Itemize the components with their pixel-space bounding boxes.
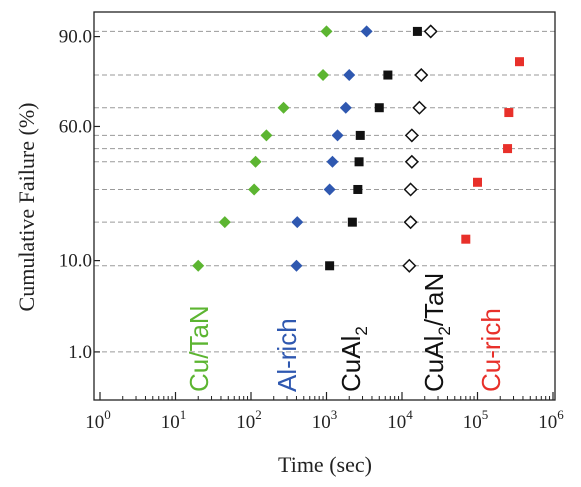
series-label: Cu-rich <box>476 308 506 392</box>
data-point-diamond <box>323 183 336 196</box>
data-point-diamond <box>192 259 205 272</box>
grid-lines <box>94 30 555 353</box>
data-point-square <box>515 57 525 67</box>
y-tick-label: 1.0 <box>68 342 92 363</box>
data-point-open-diamond <box>423 24 438 39</box>
data-points <box>192 24 525 273</box>
data-point-diamond <box>326 155 339 168</box>
data-point-diamond <box>249 155 262 168</box>
data-point-square <box>503 144 513 154</box>
data-point-diamond <box>360 25 373 38</box>
data-point-diamond <box>248 183 261 196</box>
data-point-diamond <box>320 25 333 38</box>
series-label: Al-rich <box>272 318 302 392</box>
x-tick-label: 100 <box>85 407 111 433</box>
x-tick-label: 104 <box>387 407 413 433</box>
data-point-square <box>353 184 363 194</box>
y-axis-title: Cumulative Failure (%) <box>14 103 39 312</box>
series-label: CuAl2 <box>336 326 371 392</box>
data-point-square <box>355 130 365 140</box>
data-point-square <box>504 108 514 118</box>
data-point-diamond <box>317 69 330 82</box>
data-point-open-diamond <box>403 182 418 197</box>
data-point-open-diamond <box>403 215 418 230</box>
data-point-square <box>461 234 471 244</box>
data-point-square <box>374 103 384 113</box>
data-point-square <box>347 217 357 227</box>
series-label: CuAl2/TaN <box>419 273 454 392</box>
data-point-diamond <box>291 216 304 229</box>
y-tick-label: 90.0 <box>59 27 92 48</box>
data-point-diamond <box>339 101 352 114</box>
data-point-diamond <box>331 129 344 142</box>
y-axis-ticks: 1.010.060.090.099.099.999.99 <box>59 27 100 363</box>
data-point-diamond <box>290 259 303 272</box>
x-axis-ticks: 100 101 102 103 104 105 106 <box>85 392 564 433</box>
data-point-square <box>354 157 364 167</box>
x-tick-label: 103 <box>312 407 338 433</box>
data-point-open-diamond <box>404 128 419 143</box>
data-point-square <box>383 70 393 80</box>
series-label: Cu/TaN <box>184 305 214 392</box>
data-point-diamond <box>260 129 273 142</box>
data-point-diamond <box>343 69 356 82</box>
data-point-diamond <box>277 101 290 114</box>
x-tick-label: 101 <box>161 407 187 433</box>
x-tick-label: 105 <box>463 407 489 433</box>
series-labels: Cu/TaN Al-rich CuAl2 CuAl2/TaN Cu-rich <box>184 273 506 392</box>
data-point-open-diamond <box>412 100 427 115</box>
y-tick-label: 60.0 <box>59 116 92 137</box>
data-point-square <box>325 261 335 271</box>
y-tick-label: 10.0 <box>59 251 92 272</box>
data-point-open-diamond <box>414 67 429 83</box>
x-axis-title: Time (sec) <box>278 452 372 477</box>
x-tick-label: 102 <box>236 407 262 433</box>
data-point-square <box>473 177 482 187</box>
plot-frame <box>93 11 556 401</box>
data-point-open-diamond <box>404 154 419 169</box>
data-point-diamond <box>218 216 231 229</box>
x-tick-label: 106 <box>538 407 564 433</box>
data-point-open-diamond <box>402 258 417 273</box>
data-point-square <box>412 26 422 36</box>
